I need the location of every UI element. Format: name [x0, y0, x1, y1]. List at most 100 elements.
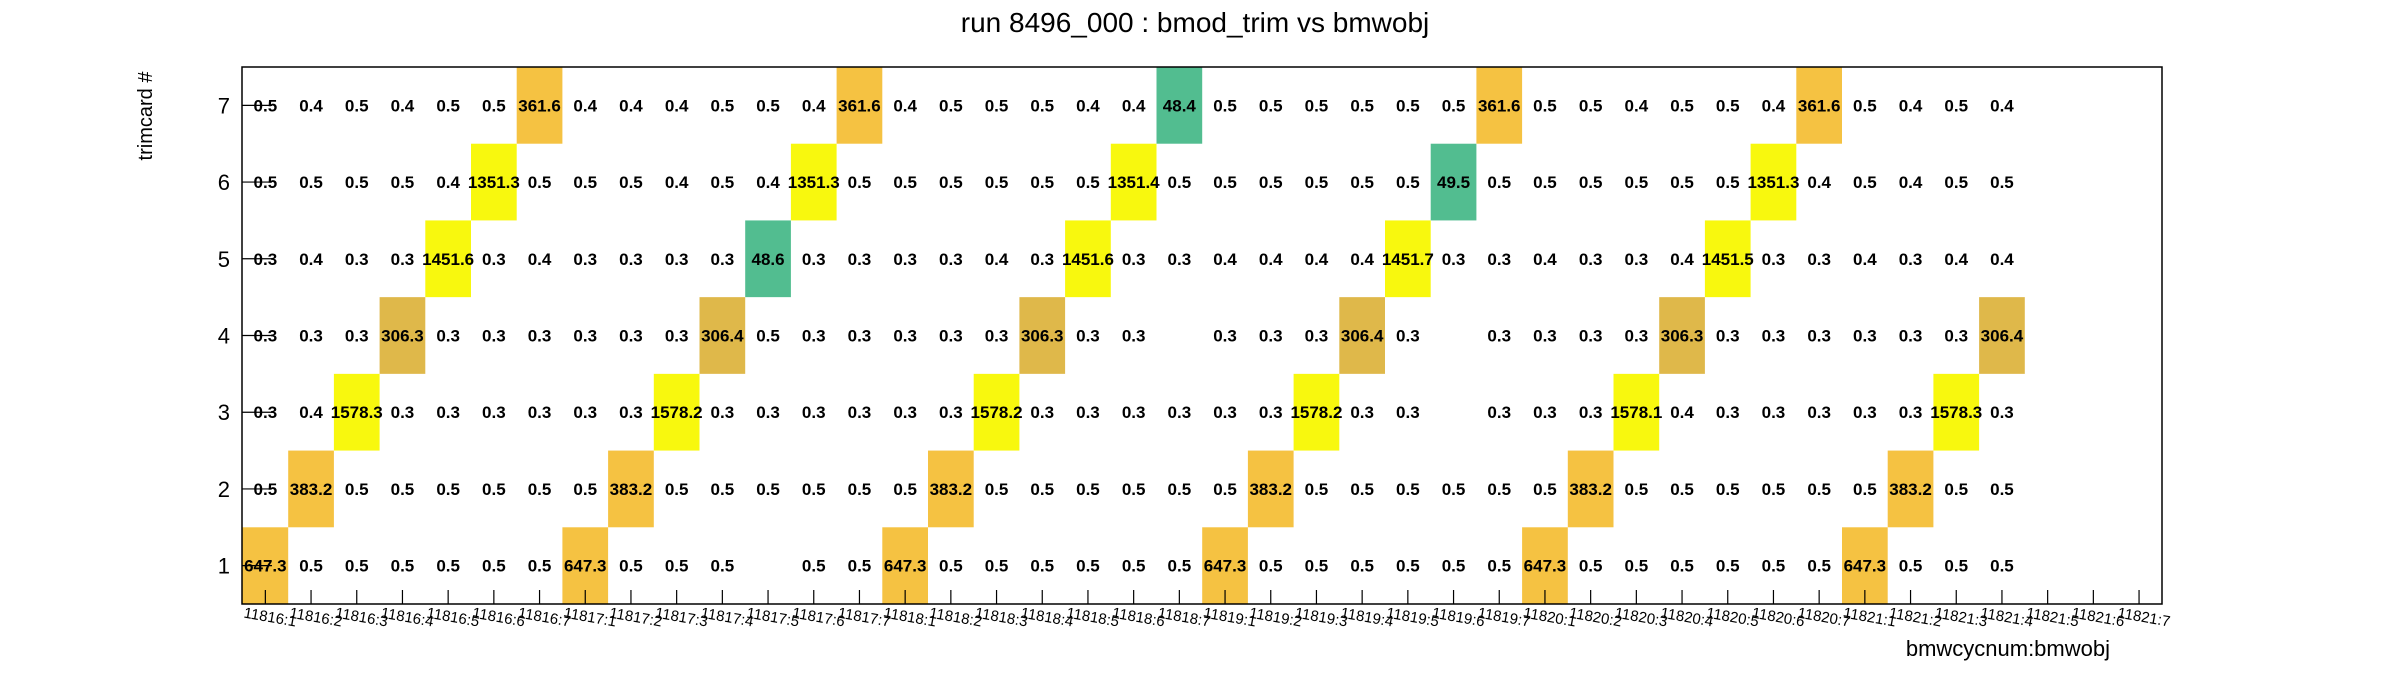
cell-value-label: 0.3 — [619, 327, 643, 346]
cell-value-label: 0.3 — [1716, 403, 1740, 422]
cell-value-label: 0.5 — [1350, 173, 1374, 192]
cell-value-label: 1578.2 — [971, 403, 1023, 422]
heatmap-cell — [333, 373, 380, 451]
cell-value-label: 0.4 — [802, 96, 826, 115]
cell-value-label: 0.3 — [482, 403, 506, 422]
heatmap-cell — [1659, 297, 1705, 374]
cell-value-label: 0.3 — [436, 327, 460, 346]
cell-value-label: 0.5 — [939, 173, 963, 192]
cell-value-label: 0.5 — [1716, 96, 1740, 115]
cell-value-label: 0.3 — [802, 327, 826, 346]
cell-value-label: 306.3 — [381, 327, 424, 346]
heatmap-cell — [1613, 373, 1660, 451]
cell-value-label: 0.4 — [1762, 96, 1786, 115]
cell-value-label: 0.3 — [802, 250, 826, 269]
cell-value-label: 0.5 — [391, 557, 415, 576]
cell-value-label: 0.5 — [619, 173, 643, 192]
cell-value-label: 0.5 — [1076, 480, 1100, 499]
cell-value-label: 0.5 — [802, 480, 826, 499]
cell-value-label: 0.5 — [1670, 557, 1694, 576]
cell-value-label: 1578.2 — [1290, 403, 1342, 422]
cell-value-label: 0.4 — [299, 250, 323, 269]
y-tick-label: 4 — [218, 324, 230, 349]
cell-value-label: 0.5 — [1030, 480, 1054, 499]
cell-value-label: 0.4 — [1899, 96, 1923, 115]
cell-value-label: 0.5 — [1807, 557, 1831, 576]
cell-value-label: 0.5 — [939, 96, 963, 115]
cell-value-label: 0.5 — [1030, 173, 1054, 192]
cell-value-label: 0.5 — [1030, 557, 1054, 576]
cell-value-label: 0.3 — [1487, 327, 1511, 346]
cell-value-label: 0.5 — [1716, 557, 1740, 576]
cell-value-label: 0.4 — [665, 96, 689, 115]
cell-value-label: 0.3 — [482, 327, 506, 346]
cell-value-label: 0.5 — [1716, 173, 1740, 192]
cell-value-label: 0.3 — [482, 250, 506, 269]
cell-value-label: 0.3 — [528, 403, 552, 422]
cell-value-label: 0.3 — [1396, 403, 1420, 422]
heatmap-cell — [1065, 220, 1111, 298]
cell-value-label: 383.2 — [610, 480, 653, 499]
cell-value-label: 0.5 — [756, 480, 780, 499]
cell-value-label: 0.3 — [1259, 327, 1283, 346]
cell-value-label: 1451.7 — [1382, 250, 1434, 269]
cell-value-label: 0.5 — [345, 480, 369, 499]
cell-value-label: 0.5 — [1442, 557, 1466, 576]
cell-value-label: 0.3 — [573, 250, 597, 269]
heatmap-cell — [745, 220, 791, 298]
cell-value-label: 0.5 — [985, 557, 1009, 576]
heatmap-cell — [653, 373, 700, 451]
cell-value-label: 0.5 — [1030, 96, 1054, 115]
heatmap-cell — [1247, 450, 1294, 528]
cell-value-label: 0.5 — [1670, 173, 1694, 192]
cell-value-label: 647.3 — [884, 557, 927, 576]
cell-value-label: 0.5 — [482, 96, 506, 115]
cell-value-label: 0.5 — [573, 173, 597, 192]
cell-value-label: 0.5 — [1670, 480, 1694, 499]
cell-value-label: 0.5 — [619, 557, 643, 576]
heatmap-cell — [928, 450, 974, 528]
cell-value-label: 361.6 — [1478, 96, 1521, 115]
cell-value-label: 0.3 — [528, 327, 552, 346]
y-axis-label: trimcard # — [135, 71, 157, 161]
cell-value-label: 0.4 — [1625, 96, 1649, 115]
cell-value-label: 0.5 — [1350, 96, 1374, 115]
cell-value-label: 0.4 — [1807, 173, 1831, 192]
cell-value-label: 0.5 — [1213, 173, 1237, 192]
cell-value-label: 0.3 — [711, 250, 735, 269]
cell-value-label: 0.4 — [391, 96, 415, 115]
cell-value-label: 0.3 — [1122, 250, 1146, 269]
y-tick-label: 6 — [218, 170, 230, 195]
cell-value-label: 0.5 — [1259, 173, 1283, 192]
cell-value-label: 306.3 — [1661, 327, 1704, 346]
cell-value-label: 0.3 — [1487, 403, 1511, 422]
cell-value-label: 0.5 — [1350, 480, 1374, 499]
cell-value-label: 0.3 — [1579, 250, 1603, 269]
cell-value-label: 0.5 — [391, 480, 415, 499]
cell-value-label: 0.4 — [1670, 250, 1694, 269]
cell-value-label: 647.3 — [564, 557, 607, 576]
cell-value-label: 1451.6 — [1062, 250, 1114, 269]
heatmap-cell — [1110, 143, 1157, 221]
cell-value-label: 0.3 — [1076, 403, 1100, 422]
cell-value-label: 0.5 — [1487, 557, 1511, 576]
cell-value-label: 0.5 — [1396, 557, 1420, 576]
cell-value-label: 0.5 — [893, 173, 917, 192]
cell-value-label: 0.5 — [1899, 557, 1923, 576]
cell-value-label: 0.3 — [665, 250, 689, 269]
cell-value-label: 0.5 — [1442, 480, 1466, 499]
cell-value-label: 0.5 — [299, 173, 323, 192]
cell-value-label: 0.5 — [1990, 557, 2014, 576]
cell-value-label: 0.3 — [1762, 327, 1786, 346]
cell-value-label: 0.3 — [1762, 250, 1786, 269]
cell-value-label: 0.5 — [1625, 480, 1649, 499]
heatmap-cell — [425, 220, 471, 298]
cell-value-label: 0.5 — [985, 96, 1009, 115]
cell-value-label: 0.4 — [1990, 96, 2014, 115]
cell-value-label: 0.5 — [1990, 480, 2014, 499]
cell-value-label: 0.5 — [1305, 96, 1329, 115]
cell-value-label: 0.3 — [1853, 327, 1877, 346]
cell-value-labels: 647.3 0.5 0.5 0.5 0.5 0.5 0.5 647.3 0.5 0.5 0.5 0.5… — [244, 96, 2024, 575]
cell-value-label: 0.3 — [1807, 250, 1831, 269]
cell-value-label: 0.3 — [939, 327, 963, 346]
